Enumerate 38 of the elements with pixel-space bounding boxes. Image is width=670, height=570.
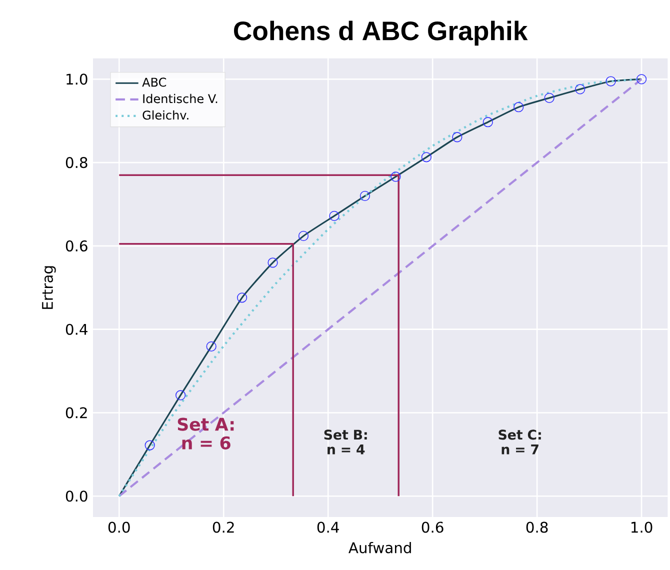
point — [636, 74, 647, 84]
point — [268, 258, 278, 268]
x-tick-label: 0.0 — [108, 522, 130, 533]
point — [329, 210, 340, 221]
legend-label: ABC — [142, 78, 166, 87]
point — [544, 92, 554, 103]
point — [144, 440, 155, 450]
point — [236, 292, 248, 303]
point — [421, 152, 432, 162]
x-tick-label: 0.2 — [212, 522, 234, 533]
point — [575, 84, 586, 94]
point — [298, 230, 309, 242]
legend-label: Identische V. — [143, 94, 218, 104]
x-tick-label: 0.4 — [317, 522, 339, 533]
annotation: Set C: n = 7 — [498, 430, 541, 454]
y-tick-label: 0.2 — [66, 407, 87, 418]
point — [606, 76, 616, 86]
annotation: Set A: n = 6 — [178, 418, 234, 450]
x-tick-label: 1.0 — [631, 522, 652, 533]
point — [390, 172, 401, 182]
y-tick-label: 0.0 — [66, 490, 88, 502]
point — [360, 190, 370, 201]
point — [452, 132, 462, 142]
point — [175, 390, 186, 400]
y-tick-label: 0.8 — [66, 157, 88, 168]
x-axis-title: Aufwand — [348, 542, 411, 554]
annotation: Set B: n = 4 — [324, 430, 367, 454]
point — [206, 341, 216, 352]
x-tick-label: 0.8 — [526, 522, 548, 533]
y-tick-label: 0.4 — [66, 324, 88, 335]
point — [514, 102, 524, 112]
chart-title: Cohens d ABC Graphik — [234, 20, 528, 46]
x-tick-label: 0.6 — [422, 522, 444, 533]
y-tick-label: 1.0 — [66, 74, 88, 85]
point — [482, 117, 493, 128]
y-tick-label: 0.6 — [66, 240, 88, 252]
legend-label: Gleichv. — [142, 110, 188, 120]
y-axis-title: Ertrag — [42, 266, 56, 309]
